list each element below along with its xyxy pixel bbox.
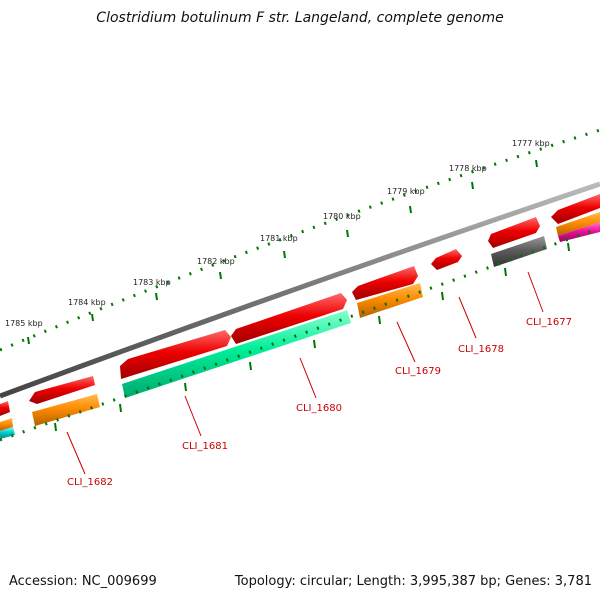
gene-labels: CLI_1677 CLI_1678 CLI_1679 CLI_1680 CLI_… [67, 317, 572, 488]
outer-major-ticks [27, 159, 538, 345]
gene-bar-magenta [558, 222, 600, 242]
gene-bar-orange [357, 283, 423, 318]
kbp-label-1781: 1781 kbp [260, 234, 298, 243]
gene-bar-gray [491, 236, 547, 267]
gene-arrow-red [231, 293, 347, 344]
gene-arrow-red [488, 217, 540, 248]
kbp-label-1785: 1785 kbp [5, 319, 43, 328]
gene-arrow-red [0, 401, 10, 416]
gene-arrow-red [352, 266, 418, 300]
gene-label-cli-1678: CLI_1678 [458, 344, 504, 355]
kbp-label-1780: 1780 kbp [323, 212, 361, 221]
kbp-label-1779: 1779 kbp [387, 187, 425, 196]
gene-bar-orange [556, 212, 600, 236]
gene-label-cli-1681: CLI_1681 [182, 441, 228, 452]
forward-strand-genes [0, 194, 600, 416]
accession-text: Accession: NC_009699 [9, 574, 157, 589]
gene-bar-green [122, 310, 351, 398]
gene-bar-orange [0, 418, 13, 431]
genome-summary-text: Topology: circular; Length: 3,995,387 bp… [234, 574, 592, 589]
inner-major-ticks [54, 242, 570, 432]
kbp-labels: 1785 kbp 1784 kbp 1783 kbp 1782 kbp 1781… [5, 139, 550, 328]
reverse-strand-genes [0, 212, 600, 439]
kbp-label-1784: 1784 kbp [68, 298, 106, 307]
gene-label-cli-1677: CLI_1677 [526, 317, 572, 328]
kbp-label-1782: 1782 kbp [197, 257, 235, 266]
genome-backbone [0, 181, 600, 399]
gene-arrow-red [431, 249, 462, 270]
gene-arrow-red [120, 330, 231, 379]
gene-label-cli-1679: CLI_1679 [395, 366, 441, 377]
gene-label-cli-1680: CLI_1680 [296, 403, 342, 414]
label-leader-lines [66, 271, 544, 475]
map-title: Clostridium botulinum F str. Langeland, … [96, 10, 504, 26]
gene-arrow-red [551, 194, 600, 224]
gene-bar-orange [32, 394, 100, 426]
gene-label-cli-1682: CLI_1682 [67, 477, 113, 488]
kbp-label-1778: 1778 kbp [449, 164, 487, 173]
kbp-label-1783: 1783 kbp [133, 278, 171, 287]
gene-bar-cyan [0, 427, 15, 439]
kbp-label-1777: 1777 kbp [512, 139, 550, 148]
gene-arrow-red [29, 376, 95, 404]
